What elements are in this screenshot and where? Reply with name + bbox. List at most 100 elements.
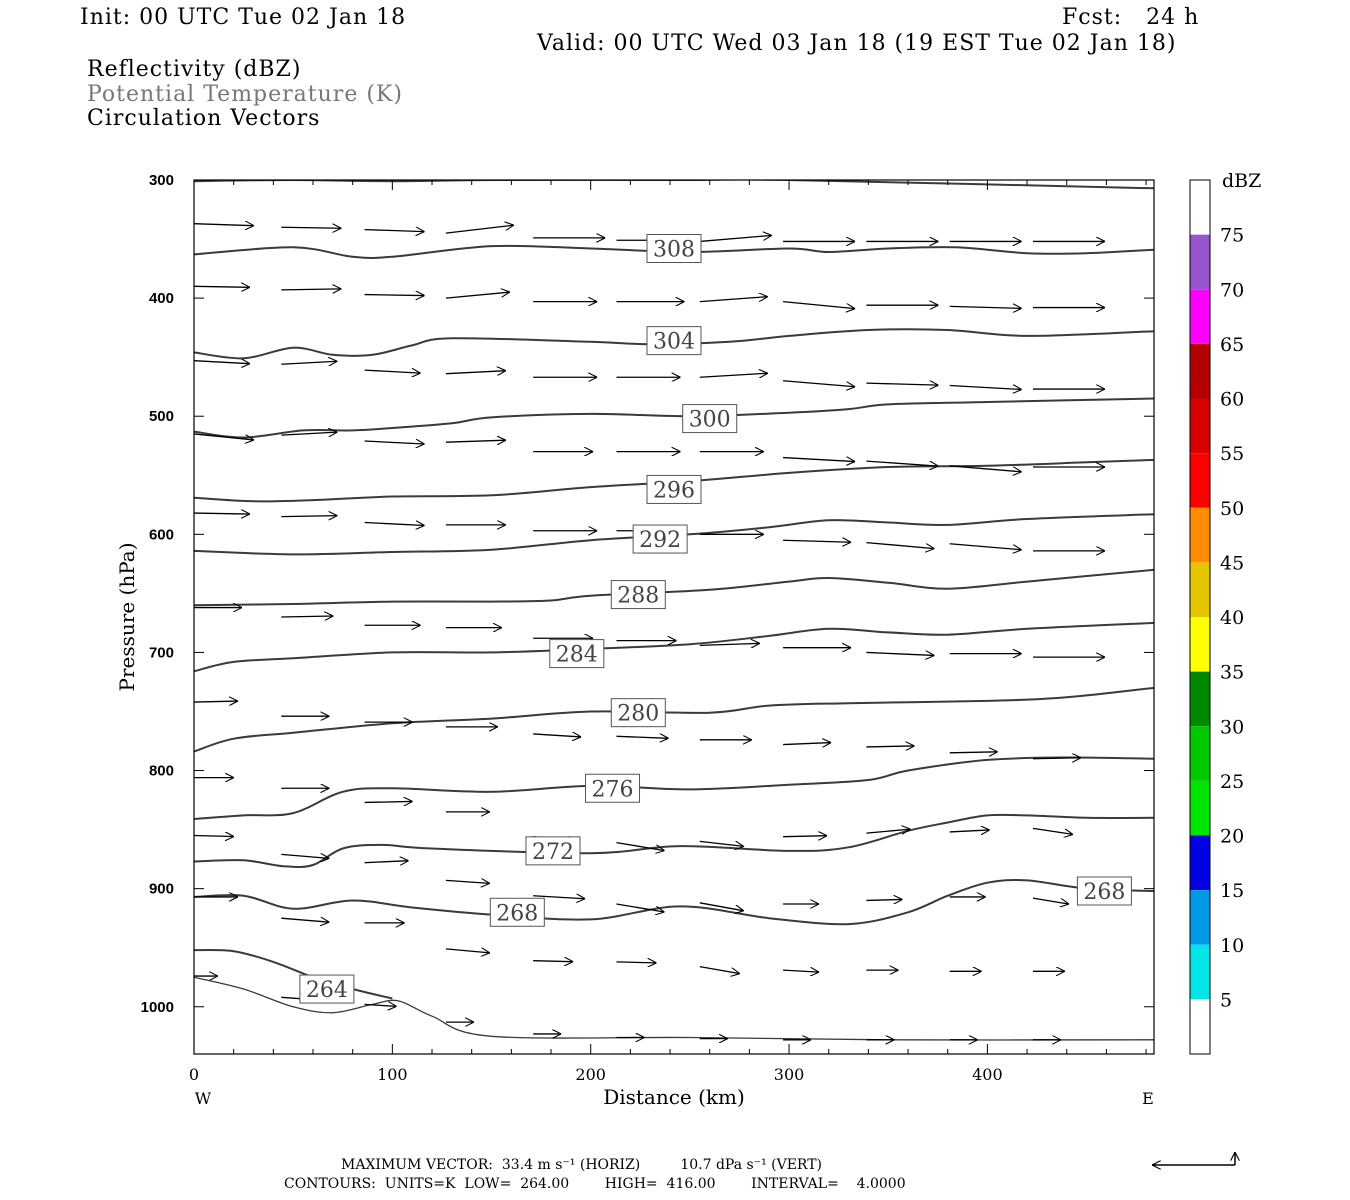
- circulation-vector: [364, 523, 425, 526]
- colorbar-swatch: [1190, 180, 1210, 235]
- y-tick-label: 900: [149, 881, 174, 898]
- contour-label: 292: [639, 528, 681, 553]
- circulation-vector: [866, 383, 938, 385]
- circulation-vector: [533, 961, 573, 962]
- colorbar-swatch: [1190, 453, 1210, 508]
- contour-label: 276: [592, 777, 634, 802]
- circulation-vector: [364, 230, 425, 232]
- contour-label-box: [525, 836, 581, 866]
- colorbar-swatch: [1190, 617, 1210, 672]
- circulation-vector: [194, 433, 254, 440]
- y-tick-label: 800: [149, 763, 174, 780]
- colorbar-swatch: [1190, 780, 1210, 836]
- circulation-vector: [783, 458, 855, 462]
- circulation-vector: [699, 235, 772, 243]
- circulation-vector: [194, 701, 238, 702]
- contour-line-292: [194, 513, 1154, 556]
- colorbar: 5 10 15 20 25 30 35 40 45 50 55 60 65 70 75: [1189, 179, 1244, 1055]
- contour-label: 284: [556, 643, 598, 668]
- colorbar-label: 75: [1220, 225, 1244, 247]
- circulation-vector: [533, 734, 581, 737]
- colorbar-swatch: [1190, 835, 1210, 891]
- colorbar-unit: dBZ: [1222, 170, 1261, 192]
- contour-label: 308: [653, 238, 695, 263]
- circulation-vector: [783, 970, 819, 972]
- circulation-vector: [445, 371, 506, 374]
- contour-label: 272: [532, 840, 574, 865]
- colorbar-swatch: [1190, 398, 1210, 454]
- init-time: Init: 00 UTC Tue 02 Jan 18: [80, 5, 407, 30]
- contour-label-box: [610, 698, 666, 728]
- y-tick-label: 600: [149, 526, 174, 543]
- contour-label: 300: [689, 408, 731, 433]
- circulation-vector: [866, 899, 902, 900]
- contour-label-layer: 264 268 268 272 276 280 284 288 292 296 300 304 308: [299, 234, 1132, 1004]
- axis-layer: 300 400 500 600 700 800 900 1000 0 100 200 300 400: [141, 172, 1154, 1084]
- contour-label-box: [610, 580, 666, 610]
- contour-label: 268: [496, 901, 538, 926]
- circulation-vector: [783, 743, 831, 745]
- circulation-vector: [783, 540, 851, 542]
- circulation-vector: [699, 643, 760, 645]
- circulation-vector: [364, 801, 413, 802]
- circulation-vector: [445, 440, 506, 442]
- circulation-vector: [445, 880, 490, 883]
- circulation-vector: [364, 861, 409, 863]
- circulation-vector: [783, 301, 855, 309]
- contour-label-box: [632, 524, 688, 554]
- circulation-vector: [281, 432, 337, 435]
- x-tick-label: 0: [189, 1065, 199, 1084]
- circulation-vector: [699, 902, 744, 911]
- reference-vector: [1152, 1152, 1235, 1165]
- colorbar-label: 15: [1220, 880, 1244, 902]
- circulation-vector: [699, 965, 740, 974]
- colorbar-label: 5: [1220, 989, 1232, 1011]
- circulation-vector: [1032, 897, 1069, 904]
- valid-time: Valid: 00 UTC Wed 03 Jan 18 (19 EST Tue …: [537, 31, 1177, 56]
- circulation-vector: [616, 736, 668, 738]
- colorbar-label: 60: [1220, 389, 1244, 411]
- contour-label-box: [646, 326, 702, 356]
- contour-label: 268: [1083, 880, 1125, 905]
- circulation-vector: [616, 962, 656, 963]
- contour-line-276: [194, 756, 1154, 820]
- contour-label: 304: [653, 330, 695, 355]
- colorbar-frame: [1189, 179, 1211, 1055]
- colorbar-label: 55: [1220, 443, 1244, 465]
- circulation-vector: [949, 465, 1022, 472]
- x-tick-label: 300: [774, 1065, 805, 1084]
- circulation-vector: [866, 460, 938, 466]
- contour-line-264: [194, 949, 393, 1000]
- circulation-vector: [783, 836, 827, 837]
- x-axis-label: Distance (km): [603, 1085, 745, 1109]
- colorbar-swatch: [1190, 343, 1210, 399]
- circulation-vector: [364, 1004, 397, 1006]
- colorbar-swatch: [1190, 890, 1210, 945]
- plot-frame: [193, 179, 1155, 1055]
- colorbar-label: 25: [1220, 771, 1244, 793]
- circulation-vector: [699, 297, 768, 303]
- contour-line-288: [194, 568, 1154, 607]
- circulation-vector: [364, 441, 425, 444]
- contour-label-box: [585, 773, 641, 803]
- circulation-vector: [1032, 758, 1081, 759]
- circulation-vector: [281, 289, 341, 290]
- contour-label: 296: [653, 478, 695, 503]
- circulation-vector: [281, 516, 337, 517]
- colorbar-swatch: [1190, 999, 1210, 1054]
- x-tick-label: 200: [575, 1065, 606, 1084]
- circulation-vector: [445, 225, 514, 234]
- field-reflectivity: Reflectivity (dBZ): [87, 57, 302, 82]
- circulation-vector: [533, 896, 585, 899]
- circulation-vector: [445, 292, 510, 299]
- circulation-vector: [949, 752, 998, 753]
- contour-line-280: [194, 686, 1154, 753]
- colorbar-swatch: [1190, 562, 1210, 617]
- circulation-vector: [194, 224, 254, 226]
- circulation-vector: [866, 746, 914, 747]
- contour-label-box: [299, 974, 355, 1004]
- contour-label-box: [489, 897, 545, 927]
- circulation-vector: [949, 386, 1022, 390]
- circulation-vector: [194, 513, 250, 514]
- contour-line-304: [194, 328, 1154, 360]
